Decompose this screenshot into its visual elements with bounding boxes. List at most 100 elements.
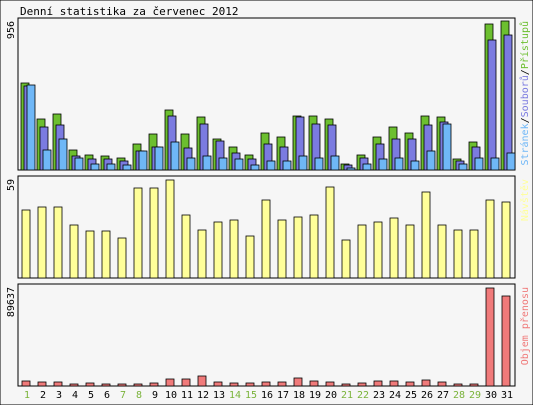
bar-stranek-day-24 (394, 157, 404, 171)
legend: Návštěv (519, 179, 531, 221)
chart-title: Denní statistika za červenec 2012 (20, 5, 239, 18)
x-label-day-19: 19 (309, 390, 321, 401)
bar-stranek-day-2 (42, 149, 52, 171)
x-label-day-26: 26 (421, 390, 433, 401)
bar-objem-day-1 (21, 380, 31, 387)
x-label-day-12: 12 (197, 390, 209, 401)
bar-objem-day-23 (373, 380, 383, 387)
bar-navstev-day-11 (181, 214, 191, 279)
bar-navstev-day-24 (389, 217, 399, 279)
bar-navstev-day-19 (309, 214, 319, 279)
x-label-day-13: 13 (213, 390, 225, 401)
bar-stranek-day-22 (362, 163, 372, 171)
legend-entry: Objem přenosu (519, 287, 531, 365)
bar-navstev-day-13 (213, 221, 223, 279)
bar-stranek-day-3 (58, 138, 68, 171)
bar-objem-day-9 (149, 382, 159, 387)
bar-stranek-day-29 (474, 157, 484, 171)
bar-objem-day-18 (293, 377, 303, 387)
x-label-day-2: 2 (40, 390, 46, 401)
x-label-day-27: 27 (437, 390, 449, 401)
bar-objem-day-29 (469, 383, 479, 387)
bar-stranek-day-1 (26, 84, 36, 171)
x-label-day-6: 6 (104, 390, 110, 401)
bar-stranek-day-8 (138, 150, 148, 171)
bar-objem-day-16 (261, 381, 271, 387)
bar-objem-day-26 (421, 379, 431, 387)
bar-objem-day-30 (485, 287, 495, 387)
bar-stranek-day-28 (458, 163, 468, 171)
bar-navstev-day-4 (69, 224, 79, 279)
legend: Stránek/Souborů/Přístupů (519, 21, 531, 166)
bar-stranek-day-15 (250, 164, 260, 171)
bar-navstev-day-25 (405, 224, 415, 279)
x-label-day-11: 11 (181, 390, 193, 401)
bar-stranek-day-4 (74, 157, 84, 171)
bar-navstev-day-9 (149, 187, 159, 279)
bar-navstev-day-14 (229, 219, 239, 279)
max-value-label: 956 (6, 21, 17, 39)
bar-navstev-day-2 (37, 206, 47, 279)
bar-stranek-day-7 (122, 164, 132, 171)
bar-navstev-day-27 (437, 224, 447, 279)
bar-objem-day-22 (357, 382, 367, 387)
legend-entry: / (520, 117, 531, 123)
bar-objem-day-8 (133, 383, 143, 387)
bar-objem-day-4 (69, 383, 79, 387)
bar-objem-day-13 (213, 381, 223, 387)
bar-stranek-day-31 (506, 152, 516, 171)
bar-objem-day-12 (197, 375, 207, 387)
x-label-day-21: 21 (341, 390, 353, 401)
bar-navstev-day-3 (53, 206, 63, 279)
bar-stranek-day-10 (170, 141, 180, 171)
bar-navstev-day-21 (341, 239, 351, 279)
bar-objem-day-10 (165, 378, 175, 387)
x-label-day-3: 3 (56, 390, 62, 401)
legend-entry: Stránek (519, 123, 531, 165)
max-value-label: 59 (6, 179, 17, 191)
bar-stranek-day-17 (282, 160, 292, 171)
visits-panel: 59 Návštěv (6, 175, 531, 279)
bar-stranek-day-6 (106, 163, 116, 171)
legend-entry: / (520, 69, 531, 75)
x-label-day-18: 18 (293, 390, 305, 401)
x-label-day-9: 9 (152, 390, 158, 401)
bar-stranek-day-12 (202, 155, 212, 171)
x-label-day-16: 16 (261, 390, 273, 401)
bar-navstev-day-6 (101, 230, 111, 279)
bar-navstev-day-23 (373, 221, 383, 279)
x-label-day-20: 20 (325, 390, 337, 401)
bar-stranek-day-20 (330, 155, 340, 171)
x-axis-labels: 1 2 3 4 5 6 7 8 9 10 11 12 13 14 15 16 17 18 19 20 21 22 23 24 2… (24, 390, 513, 401)
bar-objem-day-15 (245, 382, 255, 387)
bar-navstev-day-26 (421, 191, 431, 279)
bar-navstev-day-30 (485, 199, 495, 279)
bar-objem-day-20 (325, 381, 335, 387)
bar-objem-day-6 (101, 383, 111, 387)
legend-entry: Přístupů (519, 21, 531, 69)
bar-objem-day-21 (341, 383, 351, 387)
x-label-day-1: 1 (24, 390, 30, 401)
bar-stranek-day-13 (218, 157, 228, 171)
bar-stranek-day-19 (314, 157, 324, 171)
x-label-day-5: 5 (88, 390, 94, 401)
bar-objem-day-5 (85, 382, 95, 387)
bar-objem-day-3 (53, 381, 63, 387)
bar-stranek-day-21 (346, 167, 356, 171)
legend-entry: Souborů (519, 75, 531, 117)
bar-objem-day-25 (405, 381, 415, 387)
bar-navstev-day-31 (501, 201, 511, 279)
bar-navstev-day-15 (245, 235, 255, 279)
x-label-day-17: 17 (277, 390, 289, 401)
x-label-day-24: 24 (389, 390, 401, 401)
x-label-day-4: 4 (72, 390, 78, 401)
bar-stranek-day-27 (442, 123, 452, 171)
bar-objem-day-2 (37, 381, 47, 387)
bar-navstev-day-20 (325, 186, 335, 279)
bar-stranek-day-25 (410, 160, 420, 171)
bar-navstev-day-17 (277, 219, 287, 279)
x-label-day-31: 31 (501, 390, 513, 401)
bar-navstev-day-16 (261, 199, 271, 279)
bar-objem-day-27 (437, 381, 447, 387)
